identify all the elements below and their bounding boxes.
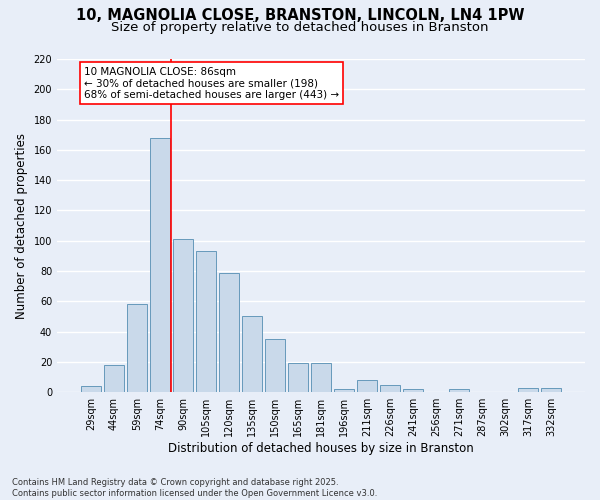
Bar bbox=[403, 389, 423, 392]
Bar bbox=[150, 138, 170, 392]
Y-axis label: Number of detached properties: Number of detached properties bbox=[15, 132, 28, 318]
Bar bbox=[334, 389, 354, 392]
Bar bbox=[518, 388, 538, 392]
Bar bbox=[242, 316, 262, 392]
Bar bbox=[219, 272, 239, 392]
Bar bbox=[265, 339, 285, 392]
Bar bbox=[357, 380, 377, 392]
Bar bbox=[196, 252, 216, 392]
Bar bbox=[311, 364, 331, 392]
Bar bbox=[541, 388, 561, 392]
Bar bbox=[288, 364, 308, 392]
Text: 10, MAGNOLIA CLOSE, BRANSTON, LINCOLN, LN4 1PW: 10, MAGNOLIA CLOSE, BRANSTON, LINCOLN, L… bbox=[76, 8, 524, 22]
X-axis label: Distribution of detached houses by size in Branston: Distribution of detached houses by size … bbox=[168, 442, 474, 455]
Bar bbox=[449, 389, 469, 392]
Bar bbox=[81, 386, 101, 392]
Bar bbox=[127, 304, 146, 392]
Text: Size of property relative to detached houses in Branston: Size of property relative to detached ho… bbox=[111, 21, 489, 34]
Text: 10 MAGNOLIA CLOSE: 86sqm
← 30% of detached houses are smaller (198)
68% of semi-: 10 MAGNOLIA CLOSE: 86sqm ← 30% of detach… bbox=[84, 66, 339, 100]
Text: Contains HM Land Registry data © Crown copyright and database right 2025.
Contai: Contains HM Land Registry data © Crown c… bbox=[12, 478, 377, 498]
Bar bbox=[380, 384, 400, 392]
Bar bbox=[104, 365, 124, 392]
Bar bbox=[173, 239, 193, 392]
